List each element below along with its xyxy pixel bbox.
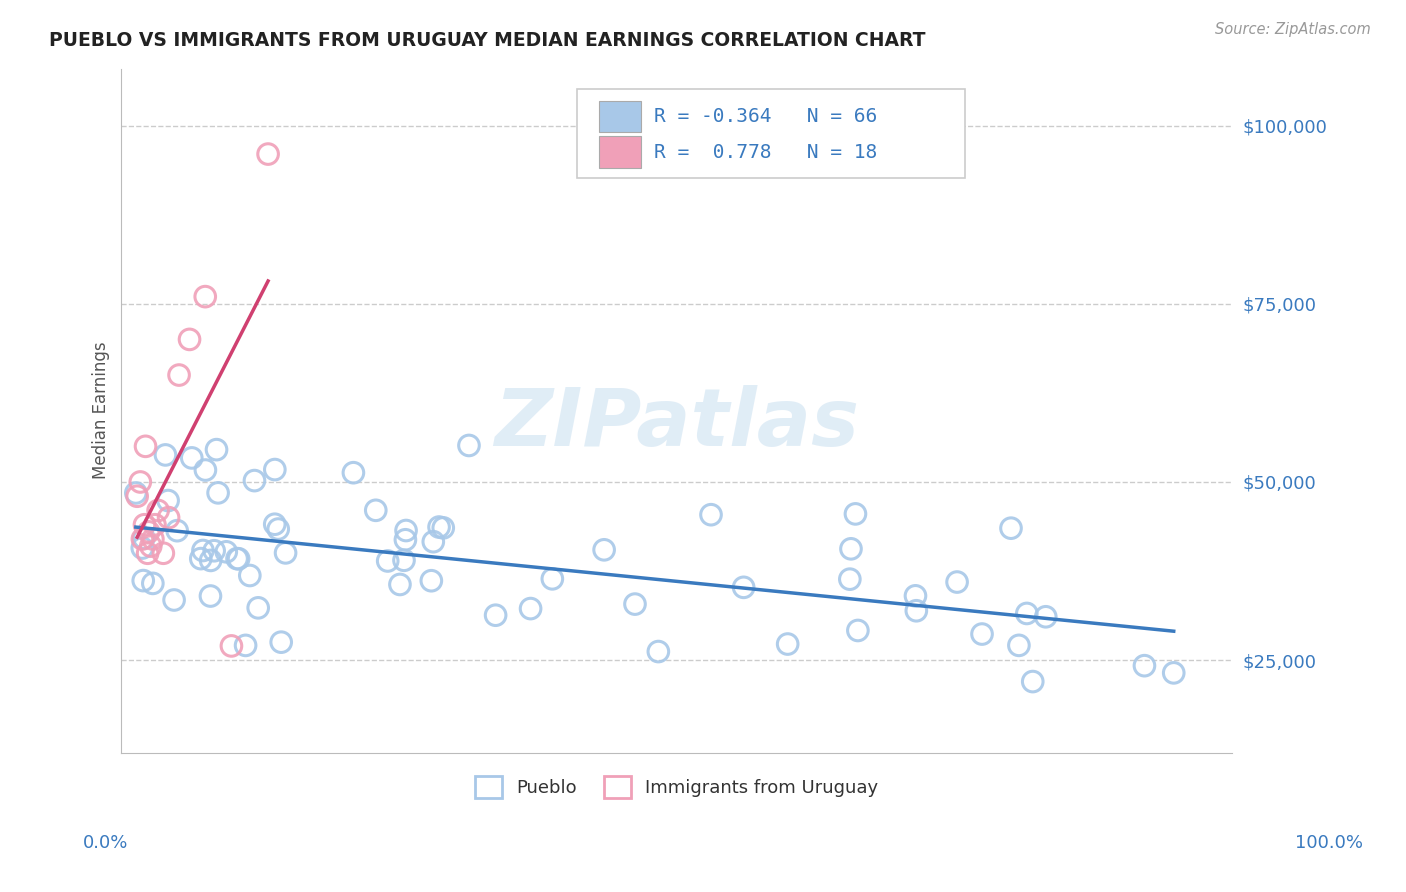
Point bbox=[1133, 658, 1156, 673]
Point bbox=[519, 601, 541, 615]
Point bbox=[190, 551, 212, 566]
Point bbox=[131, 541, 153, 555]
Point bbox=[970, 627, 993, 641]
Point bbox=[179, 332, 201, 346]
Point bbox=[247, 600, 270, 615]
Point bbox=[647, 644, 669, 658]
Point bbox=[194, 463, 217, 477]
Point bbox=[143, 517, 166, 532]
Point bbox=[904, 589, 927, 603]
Point bbox=[844, 507, 866, 521]
Point bbox=[541, 572, 564, 586]
Point bbox=[221, 639, 243, 653]
Point bbox=[267, 522, 290, 536]
Point bbox=[200, 553, 222, 567]
Point bbox=[226, 551, 249, 566]
Point bbox=[200, 589, 222, 603]
Legend: Pueblo, Immigrants from Uruguay: Pueblo, Immigrants from Uruguay bbox=[467, 769, 886, 805]
Point bbox=[167, 368, 190, 382]
Text: PUEBLO VS IMMIGRANTS FROM URUGUAY MEDIAN EARNINGS CORRELATION CHART: PUEBLO VS IMMIGRANTS FROM URUGUAY MEDIAN… bbox=[49, 31, 925, 50]
Point bbox=[263, 462, 285, 476]
Point bbox=[235, 639, 257, 653]
Y-axis label: Median Earnings: Median Earnings bbox=[93, 342, 110, 480]
FancyBboxPatch shape bbox=[599, 136, 641, 168]
Point bbox=[432, 521, 454, 535]
Point bbox=[202, 543, 225, 558]
Point bbox=[180, 450, 202, 465]
Point bbox=[776, 637, 799, 651]
Text: R = -0.364   N = 66: R = -0.364 N = 66 bbox=[654, 107, 877, 126]
Point bbox=[132, 531, 155, 545]
Point bbox=[484, 608, 506, 623]
Point bbox=[191, 543, 214, 558]
Point bbox=[132, 574, 155, 588]
Point bbox=[458, 438, 481, 452]
Point bbox=[624, 597, 647, 611]
Point bbox=[1022, 674, 1045, 689]
Point bbox=[135, 439, 157, 453]
FancyBboxPatch shape bbox=[599, 101, 641, 132]
Text: 100.0%: 100.0% bbox=[1295, 834, 1362, 852]
Point bbox=[125, 486, 148, 500]
Point bbox=[342, 466, 364, 480]
Point bbox=[263, 517, 285, 532]
Point bbox=[839, 541, 862, 556]
Point bbox=[142, 576, 165, 591]
Point bbox=[1008, 638, 1031, 652]
Point bbox=[838, 572, 860, 586]
Point bbox=[1035, 609, 1057, 624]
Text: 0.0%: 0.0% bbox=[83, 834, 128, 852]
Point bbox=[427, 520, 450, 534]
Point bbox=[127, 489, 149, 503]
Point bbox=[166, 524, 188, 538]
Point bbox=[593, 542, 616, 557]
Point bbox=[163, 593, 186, 607]
Point bbox=[946, 575, 969, 590]
Point bbox=[733, 580, 755, 594]
FancyBboxPatch shape bbox=[576, 89, 966, 178]
Point bbox=[377, 554, 399, 568]
Point bbox=[1000, 521, 1022, 535]
Point bbox=[129, 475, 152, 489]
Point bbox=[270, 635, 292, 649]
Point bbox=[194, 290, 217, 304]
Point bbox=[243, 474, 266, 488]
Text: Source: ZipAtlas.com: Source: ZipAtlas.com bbox=[1215, 22, 1371, 37]
Point bbox=[905, 604, 928, 618]
Point bbox=[1015, 607, 1038, 621]
Point bbox=[388, 577, 411, 591]
Point bbox=[131, 532, 153, 546]
Point bbox=[205, 442, 228, 457]
Point bbox=[394, 533, 416, 547]
Point bbox=[420, 574, 443, 588]
Point bbox=[155, 448, 177, 462]
Point bbox=[395, 524, 418, 538]
Point bbox=[422, 534, 444, 549]
Point bbox=[146, 503, 169, 517]
Point bbox=[239, 568, 262, 582]
Point bbox=[274, 546, 297, 560]
Text: R =  0.778   N = 18: R = 0.778 N = 18 bbox=[654, 143, 877, 161]
Point bbox=[1163, 665, 1185, 680]
Point bbox=[700, 508, 723, 522]
Point bbox=[207, 486, 229, 500]
Point bbox=[846, 624, 869, 638]
Point bbox=[157, 493, 180, 508]
Point bbox=[364, 503, 387, 517]
Point bbox=[157, 510, 180, 524]
Point bbox=[136, 546, 159, 560]
Point bbox=[138, 524, 160, 539]
Point bbox=[139, 539, 162, 553]
Point bbox=[392, 553, 415, 567]
Point bbox=[257, 147, 280, 161]
Point bbox=[142, 532, 165, 546]
Point bbox=[228, 551, 250, 566]
Point bbox=[152, 546, 174, 560]
Text: ZIPatlas: ZIPatlas bbox=[494, 385, 859, 463]
Point bbox=[134, 517, 156, 532]
Point bbox=[215, 545, 238, 559]
